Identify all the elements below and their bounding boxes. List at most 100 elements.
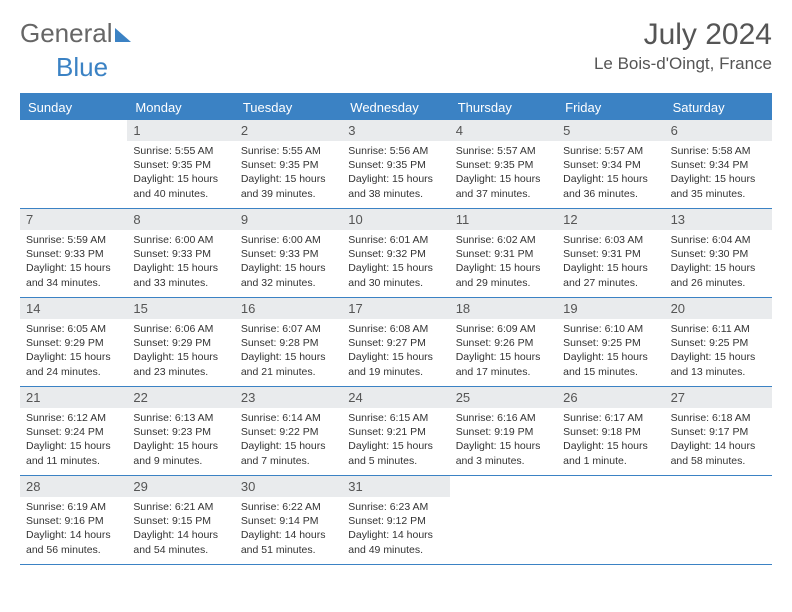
sunset-line: Sunset: 9:31 PM <box>563 247 658 261</box>
sunset-line: Sunset: 9:22 PM <box>241 425 336 439</box>
sunrise-line: Sunrise: 5:59 AM <box>26 233 121 247</box>
sunrise-line: Sunrise: 6:03 AM <box>563 233 658 247</box>
daylight-line: Daylight: 15 hours and 38 minutes. <box>348 172 443 200</box>
sunrise-line: Sunrise: 6:14 AM <box>241 411 336 425</box>
day-data: Sunrise: 6:22 AMSunset: 9:14 PMDaylight:… <box>235 497 342 563</box>
sunrise-line: Sunrise: 6:19 AM <box>26 500 121 514</box>
day-number: 17 <box>342 298 449 319</box>
sunrise-line: Sunrise: 6:10 AM <box>563 322 658 336</box>
calendar: Sunday Monday Tuesday Wednesday Thursday… <box>20 93 772 565</box>
day-cell: 20Sunrise: 6:11 AMSunset: 9:25 PMDayligh… <box>665 298 772 386</box>
week-row: 28Sunrise: 6:19 AMSunset: 9:16 PMDayligh… <box>20 476 772 565</box>
day-cell: 9Sunrise: 6:00 AMSunset: 9:33 PMDaylight… <box>235 209 342 297</box>
sunset-line: Sunset: 9:35 PM <box>456 158 551 172</box>
day-data: Sunrise: 6:00 AMSunset: 9:33 PMDaylight:… <box>235 230 342 296</box>
daylight-line: Daylight: 14 hours and 49 minutes. <box>348 528 443 556</box>
sunset-line: Sunset: 9:33 PM <box>26 247 121 261</box>
sunrise-line: Sunrise: 5:55 AM <box>241 144 336 158</box>
sunrise-line: Sunrise: 6:16 AM <box>456 411 551 425</box>
day-data: Sunrise: 6:05 AMSunset: 9:29 PMDaylight:… <box>20 319 127 385</box>
sunset-line: Sunset: 9:29 PM <box>133 336 228 350</box>
day-cell: 13Sunrise: 6:04 AMSunset: 9:30 PMDayligh… <box>665 209 772 297</box>
sunrise-line: Sunrise: 6:05 AM <box>26 322 121 336</box>
sunrise-line: Sunrise: 6:02 AM <box>456 233 551 247</box>
sunset-line: Sunset: 9:14 PM <box>241 514 336 528</box>
daylight-line: Daylight: 15 hours and 26 minutes. <box>671 261 766 289</box>
dow-cell: Sunday <box>20 95 127 120</box>
sunset-line: Sunset: 9:35 PM <box>241 158 336 172</box>
daylight-line: Daylight: 15 hours and 29 minutes. <box>456 261 551 289</box>
daylight-line: Daylight: 15 hours and 36 minutes. <box>563 172 658 200</box>
daylight-line: Daylight: 14 hours and 58 minutes. <box>671 439 766 467</box>
sunrise-line: Sunrise: 5:57 AM <box>456 144 551 158</box>
daylight-line: Daylight: 14 hours and 51 minutes. <box>241 528 336 556</box>
day-cell: 1Sunrise: 5:55 AMSunset: 9:35 PMDaylight… <box>127 120 234 208</box>
sunrise-line: Sunrise: 6:21 AM <box>133 500 228 514</box>
day-number: 13 <box>665 209 772 230</box>
day-number: 30 <box>235 476 342 497</box>
day-data: Sunrise: 6:15 AMSunset: 9:21 PMDaylight:… <box>342 408 449 474</box>
daylight-line: Daylight: 15 hours and 37 minutes. <box>456 172 551 200</box>
sunset-line: Sunset: 9:15 PM <box>133 514 228 528</box>
day-data: Sunrise: 6:19 AMSunset: 9:16 PMDaylight:… <box>20 497 127 563</box>
day-data: Sunrise: 5:59 AMSunset: 9:33 PMDaylight:… <box>20 230 127 296</box>
day-cell: 14Sunrise: 6:05 AMSunset: 9:29 PMDayligh… <box>20 298 127 386</box>
sunrise-line: Sunrise: 5:57 AM <box>563 144 658 158</box>
sunrise-line: Sunrise: 6:06 AM <box>133 322 228 336</box>
day-number: 27 <box>665 387 772 408</box>
day-cell: 29Sunrise: 6:21 AMSunset: 9:15 PMDayligh… <box>127 476 234 564</box>
day-number: 23 <box>235 387 342 408</box>
daylight-line: Daylight: 15 hours and 1 minute. <box>563 439 658 467</box>
dow-cell: Wednesday <box>342 95 449 120</box>
sunrise-line: Sunrise: 6:22 AM <box>241 500 336 514</box>
sunrise-line: Sunrise: 6:07 AM <box>241 322 336 336</box>
day-data: Sunrise: 6:04 AMSunset: 9:30 PMDaylight:… <box>665 230 772 296</box>
sunset-line: Sunset: 9:33 PM <box>241 247 336 261</box>
day-data: Sunrise: 6:09 AMSunset: 9:26 PMDaylight:… <box>450 319 557 385</box>
dow-cell: Monday <box>127 95 234 120</box>
sunrise-line: Sunrise: 6:18 AM <box>671 411 766 425</box>
day-cell: 27Sunrise: 6:18 AMSunset: 9:17 PMDayligh… <box>665 387 772 475</box>
daylight-line: Daylight: 15 hours and 17 minutes. <box>456 350 551 378</box>
sunset-line: Sunset: 9:33 PM <box>133 247 228 261</box>
day-cell: 31Sunrise: 6:23 AMSunset: 9:12 PMDayligh… <box>342 476 449 564</box>
week-row: 21Sunrise: 6:12 AMSunset: 9:24 PMDayligh… <box>20 387 772 476</box>
daylight-line: Daylight: 15 hours and 24 minutes. <box>26 350 121 378</box>
day-data: Sunrise: 6:10 AMSunset: 9:25 PMDaylight:… <box>557 319 664 385</box>
sunrise-line: Sunrise: 6:12 AM <box>26 411 121 425</box>
daylight-line: Daylight: 15 hours and 27 minutes. <box>563 261 658 289</box>
day-data: Sunrise: 6:02 AMSunset: 9:31 PMDaylight:… <box>450 230 557 296</box>
brand-word-1: General <box>20 18 113 49</box>
day-number: 20 <box>665 298 772 319</box>
sunset-line: Sunset: 9:28 PM <box>241 336 336 350</box>
day-number: 11 <box>450 209 557 230</box>
day-cell: 12 Sunrise: 6:03 AMSunset: 9:31 PMDayligh… <box>557 209 664 297</box>
day-cell: 28Sunrise: 6:19 AMSunset: 9:16 PMDayligh… <box>20 476 127 564</box>
day-number: 14 <box>20 298 127 319</box>
day-data: Sunrise: 6:00 AMSunset: 9:33 PMDaylight:… <box>127 230 234 296</box>
daylight-line: Daylight: 15 hours and 30 minutes. <box>348 261 443 289</box>
day-data: Sunrise: 5:55 AMSunset: 9:35 PMDaylight:… <box>127 141 234 207</box>
daylight-line: Daylight: 15 hours and 13 minutes. <box>671 350 766 378</box>
day-number: 10 <box>342 209 449 230</box>
day-number: 21 <box>20 387 127 408</box>
sunset-line: Sunset: 9:19 PM <box>456 425 551 439</box>
day-cell: 17Sunrise: 6:08 AMSunset: 9:27 PMDayligh… <box>342 298 449 386</box>
day-number: 3 <box>342 120 449 141</box>
sunset-line: Sunset: 9:32 PM <box>348 247 443 261</box>
day-number: 12 <box>557 209 664 230</box>
day-number: 6 <box>665 120 772 141</box>
day-data: Sunrise: 6:07 AMSunset: 9:28 PMDaylight:… <box>235 319 342 385</box>
day-data: Sunrise: 5:58 AMSunset: 9:34 PMDaylight:… <box>665 141 772 207</box>
day-cell: 19Sunrise: 6:10 AMSunset: 9:25 PMDayligh… <box>557 298 664 386</box>
day-cell: 15Sunrise: 6:06 AMSunset: 9:29 PMDayligh… <box>127 298 234 386</box>
sunset-line: Sunset: 9:23 PM <box>133 425 228 439</box>
dow-cell: Thursday <box>450 95 557 120</box>
day-number: 16 <box>235 298 342 319</box>
day-cell: 11Sunrise: 6:02 AMSunset: 9:31 PMDayligh… <box>450 209 557 297</box>
day-cell: 6Sunrise: 5:58 AMSunset: 9:34 PMDaylight… <box>665 120 772 208</box>
dow-cell: Saturday <box>665 95 772 120</box>
daylight-line: Daylight: 15 hours and 39 minutes. <box>241 172 336 200</box>
day-cell: 18Sunrise: 6:09 AMSunset: 9:26 PMDayligh… <box>450 298 557 386</box>
day-cell: 16Sunrise: 6:07 AMSunset: 9:28 PMDayligh… <box>235 298 342 386</box>
